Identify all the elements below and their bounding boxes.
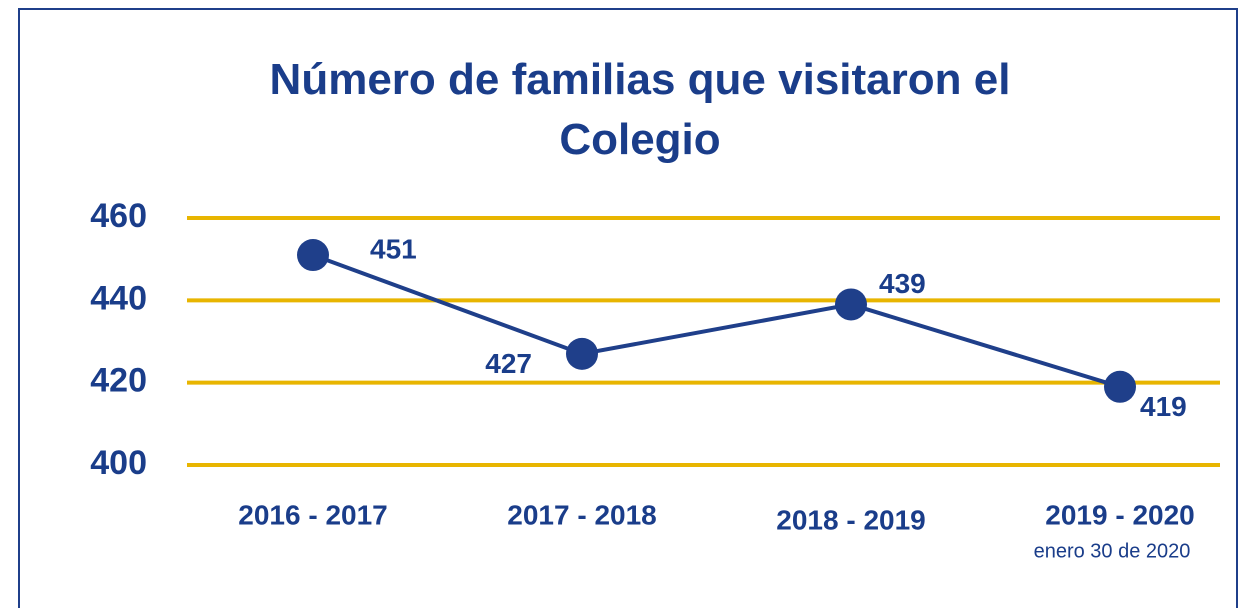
y-tick-label: 420 bbox=[90, 362, 147, 400]
point bbox=[1104, 370, 1136, 403]
chart: 400 420 440 460 2016 - 2017 2017 - 2018 2018 -… bbox=[90, 197, 1220, 562]
chart-title: Número de familias que visitaron el Cole… bbox=[269, 55, 1011, 164]
line bbox=[312, 253, 1121, 389]
point bbox=[835, 288, 867, 321]
data-label: 451 bbox=[370, 233, 417, 264]
data-label: 439 bbox=[879, 268, 926, 299]
point bbox=[566, 337, 598, 370]
page: {"chart_data": {"type": "line", "title":… bbox=[18, 8, 1238, 608]
y-tick-label: 440 bbox=[90, 279, 147, 317]
point bbox=[297, 239, 329, 272]
frame bbox=[18, 8, 1238, 608]
y-tick-label: 400 bbox=[90, 444, 147, 482]
x-tick-label: 2018 - 2019 bbox=[776, 504, 925, 535]
x-tick-label: 2016 - 2017 bbox=[238, 499, 387, 530]
data-label: 427 bbox=[485, 348, 532, 379]
annotation: enero 30 de 2020 bbox=[1034, 540, 1191, 562]
data-label: 419 bbox=[1140, 391, 1187, 422]
y-tick-label: 460 bbox=[90, 197, 147, 235]
x-tick-label: 2019 - 2020 bbox=[1045, 499, 1194, 530]
x-tick-label: 2017 - 2018 bbox=[507, 499, 656, 530]
